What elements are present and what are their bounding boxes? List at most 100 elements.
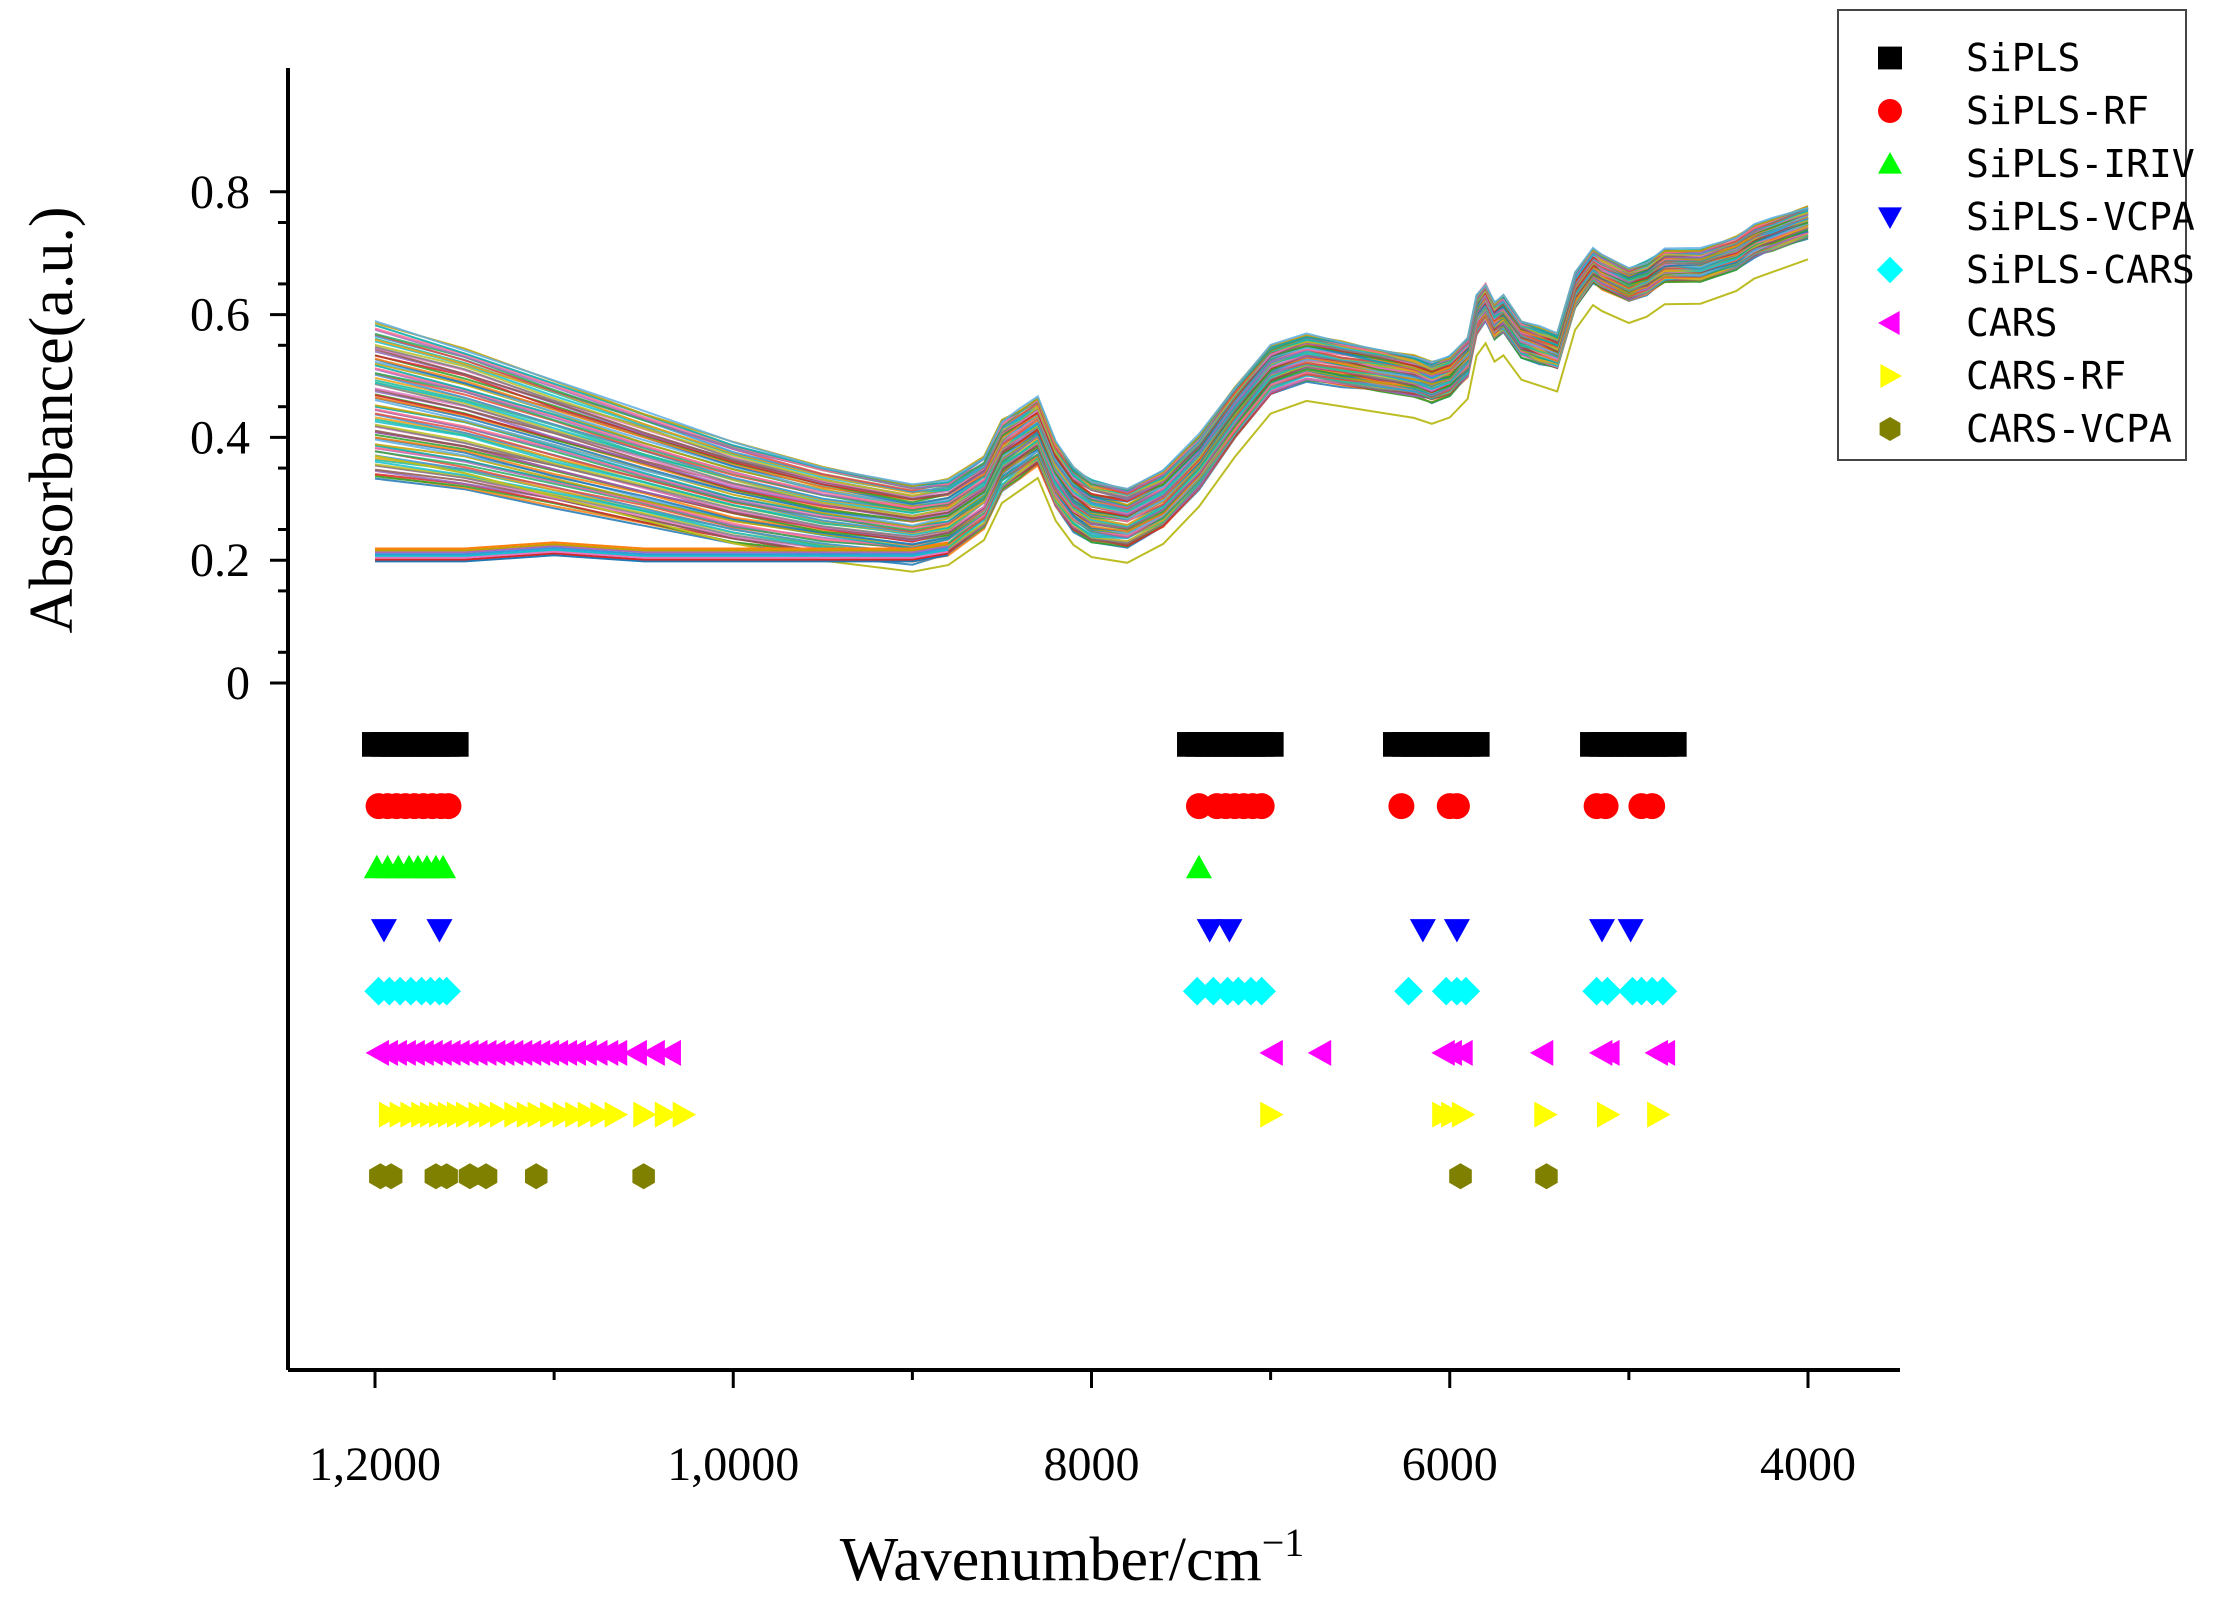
y-tick-label: 0.6 — [190, 289, 250, 342]
selection-marker — [1529, 1039, 1554, 1066]
selection-marker — [641, 1039, 665, 1066]
selection-marker — [1248, 793, 1275, 820]
selection-marker — [633, 1101, 657, 1128]
selection-marker — [632, 1163, 655, 1190]
spectrum-line — [375, 546, 949, 556]
series-sipls — [362, 732, 1687, 757]
selection-marker — [577, 1101, 602, 1128]
selection-marker — [426, 919, 453, 943]
selection-marker — [430, 854, 457, 879]
spectrum-line — [375, 543, 949, 552]
x-tick-label: 1,0000 — [667, 1438, 799, 1491]
selection-marker — [540, 1101, 564, 1128]
selection-marker — [1260, 1101, 1284, 1128]
selection-marker — [1639, 793, 1666, 820]
selection-marker — [525, 1163, 548, 1190]
selection-marker — [1617, 919, 1644, 943]
selection-marker — [435, 793, 462, 820]
wavelength-selection-markers — [362, 732, 1687, 1190]
selection-marker — [455, 1101, 480, 1128]
legend-label: CARS-RF — [1966, 354, 2126, 398]
selection-marker — [1596, 1101, 1621, 1128]
selection-marker — [590, 1101, 614, 1128]
selection-marker — [442, 732, 469, 757]
spectrum-line — [374, 258, 1809, 573]
y-tick-label: 0.4 — [190, 411, 250, 464]
selection-marker — [1259, 1039, 1283, 1066]
selection-marker — [1449, 1039, 1473, 1066]
selection-marker — [1257, 732, 1284, 757]
x-tick-label: 8000 — [1044, 1438, 1140, 1491]
selection-marker — [1443, 919, 1470, 943]
spectrum-line — [375, 554, 949, 563]
selection-marker — [1449, 1163, 1472, 1190]
selection-marker — [1534, 1101, 1558, 1128]
selection-marker — [1647, 1101, 1671, 1128]
selection-marker — [657, 1039, 681, 1066]
selection-marker — [1592, 793, 1619, 820]
selection-marker — [527, 1101, 552, 1128]
selection-marker — [1216, 919, 1243, 943]
selection-marker — [489, 1101, 514, 1128]
selection-marker — [1451, 976, 1481, 1006]
y-tick-label: 0.2 — [190, 534, 250, 587]
x-tick-label: 6000 — [1402, 1438, 1498, 1491]
legend-marker — [1878, 311, 1900, 335]
selection-marker — [1660, 732, 1687, 757]
selection-marker — [435, 1163, 458, 1190]
series-sipls-cars — [364, 976, 1678, 1006]
selection-marker — [379, 1163, 403, 1190]
selection-marker — [474, 1163, 498, 1190]
selection-marker — [565, 1101, 589, 1128]
y-tick-label: 0.8 — [190, 166, 250, 219]
legend: SiPLS SiPLS-RF SiPLS-IRIV SiPLS-VCPA SiPLS-C… — [1837, 9, 2195, 461]
selection-marker — [1182, 976, 1212, 1006]
selection-marker — [1593, 976, 1622, 1006]
spectrum-line — [375, 545, 949, 554]
series-sipls-iriv — [363, 854, 1212, 879]
selection-marker — [1651, 1039, 1676, 1066]
legend-label: SiPLS-CARS — [1966, 248, 2195, 292]
legend-label: SiPLS-VCPA — [1966, 195, 2195, 239]
selection-marker — [604, 1101, 629, 1128]
series-sipls-rf — [365, 793, 1666, 820]
selection-marker — [1409, 919, 1436, 943]
spectrum-line — [374, 207, 1809, 490]
selection-marker — [1596, 1039, 1620, 1066]
legend-marker — [1878, 207, 1902, 229]
legend-label: SiPLS-RF — [1966, 89, 2149, 133]
x-axis-title-superscript: −1 — [1262, 1520, 1305, 1565]
selection-marker — [504, 1101, 528, 1128]
selection-marker — [1185, 854, 1212, 879]
selection-marker — [1535, 1163, 1558, 1190]
x-axis-title: Wavenumber/cm−1 — [840, 1520, 1305, 1594]
selection-marker — [1463, 732, 1490, 757]
spectrum-line — [375, 548, 949, 557]
spectra-lines — [374, 205, 1809, 573]
x-tick-label: 1,2000 — [309, 1438, 441, 1491]
selection-marker — [1196, 919, 1223, 943]
legend-box — [1837, 9, 2187, 461]
series-cars-vcpa — [369, 1163, 1558, 1190]
legend-label: CARS — [1966, 301, 2058, 345]
series-cars — [365, 1039, 1676, 1066]
selection-marker — [1185, 793, 1212, 820]
legend-marker — [1878, 46, 1902, 70]
spectrum-line — [375, 541, 949, 550]
series-cars-rf — [378, 1101, 1671, 1128]
legend-marker — [1878, 99, 1902, 123]
legend-marker — [1878, 152, 1902, 174]
selection-marker — [672, 1101, 697, 1128]
y-tick-label: 0 — [226, 657, 250, 710]
selection-marker — [1451, 1101, 1476, 1128]
x-tick-label: 4000 — [1760, 1438, 1856, 1491]
x-axis-title-main: Wavenumber/cm — [840, 1526, 1262, 1594]
legend-marker — [1880, 364, 1902, 388]
spectrum-line — [374, 221, 1809, 522]
selection-marker — [603, 1039, 628, 1066]
selection-marker — [370, 919, 397, 943]
selection-marker — [1307, 1039, 1332, 1066]
selection-marker — [623, 1039, 647, 1066]
spectrum-line — [375, 550, 949, 559]
